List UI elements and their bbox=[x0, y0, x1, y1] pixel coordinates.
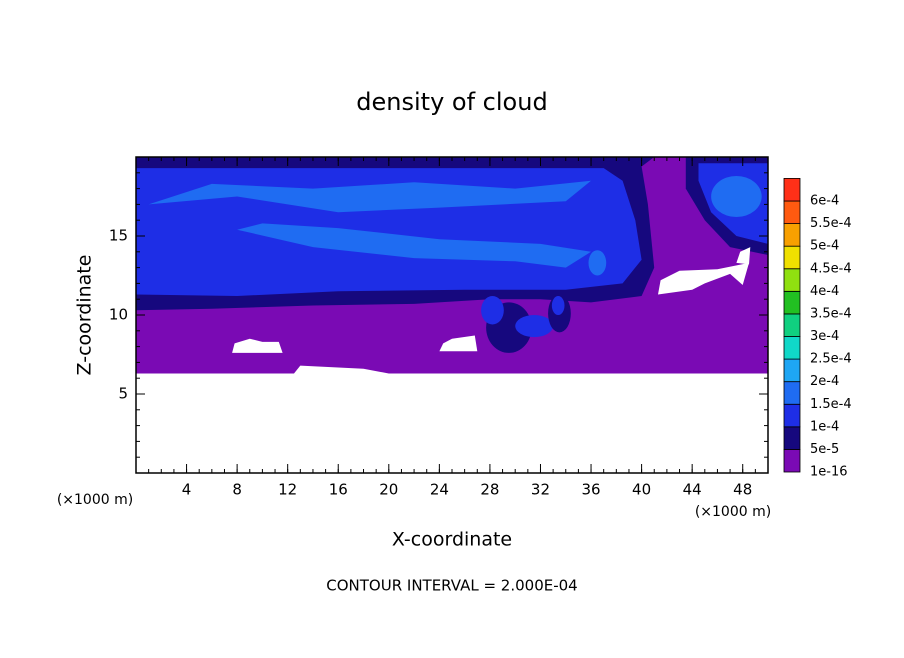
colorbar-box bbox=[783, 403, 801, 428]
colorbar-label: 1e-16 bbox=[810, 465, 848, 480]
colorbar-box bbox=[783, 336, 801, 360]
colorbar-box bbox=[783, 449, 801, 473]
colorbar-box bbox=[783, 268, 801, 292]
clear-region bbox=[439, 335, 478, 352]
colorbar-box bbox=[783, 426, 801, 450]
x-tick-label: 8 bbox=[232, 481, 242, 499]
x-unit: (×1000 m) bbox=[695, 504, 771, 520]
colorbar-label: 2e-4 bbox=[810, 374, 839, 389]
colorbar-box bbox=[783, 358, 801, 383]
contour-region bbox=[148, 180, 591, 213]
colorbar-box bbox=[783, 245, 801, 270]
clear-region bbox=[136, 373, 768, 473]
contour-region bbox=[551, 296, 565, 315]
colorbar-box bbox=[783, 200, 801, 224]
clear-region bbox=[658, 262, 749, 295]
colorbar-label: 6e-4 bbox=[810, 194, 839, 209]
colorbar-label: 1e-4 bbox=[810, 419, 839, 434]
colorbar-box bbox=[783, 313, 801, 337]
x-tick-label: 40 bbox=[632, 481, 651, 499]
colorbar-box bbox=[783, 290, 801, 315]
x-tick-label: 32 bbox=[531, 481, 550, 499]
colorbar-box bbox=[783, 178, 801, 202]
x-tick-label: 12 bbox=[278, 481, 297, 499]
chart-title: density of cloud bbox=[356, 88, 547, 116]
contour-field bbox=[136, 157, 768, 473]
colorbar-box bbox=[783, 381, 801, 405]
x-tick-label: 24 bbox=[430, 481, 449, 499]
colorbar-label: 5e-4 bbox=[810, 239, 839, 254]
x-tick-label: 48 bbox=[733, 481, 752, 499]
contour-region bbox=[711, 175, 762, 218]
y-axis-label: Z-coordinate bbox=[74, 255, 96, 376]
colorbar-label: 1.5e-4 bbox=[810, 397, 852, 412]
fills bbox=[136, 157, 768, 473]
y-tick-label: 10 bbox=[109, 306, 128, 324]
annotation: CONTOUR INTERVAL = 2.000E-04 bbox=[326, 577, 577, 595]
colorbar-label: 5.5e-4 bbox=[810, 216, 852, 231]
colorbar-label: 3e-4 bbox=[810, 329, 839, 344]
contour-region bbox=[588, 250, 607, 276]
colorbar-label: 2.5e-4 bbox=[810, 352, 852, 367]
clear-region bbox=[294, 365, 389, 374]
x-axis-label: X-coordinate bbox=[392, 529, 512, 551]
x-tick-label: 4 bbox=[182, 481, 192, 499]
y-unit: (×1000 m) bbox=[57, 492, 133, 508]
y-tick-label: 15 bbox=[109, 227, 128, 245]
contour-region bbox=[237, 223, 591, 268]
y-tick-label: 5 bbox=[118, 385, 128, 403]
colorbar-box bbox=[783, 223, 801, 247]
x-tick-label: 28 bbox=[480, 481, 499, 499]
x-tick-label: 20 bbox=[379, 481, 398, 499]
x-tick-label: 16 bbox=[329, 481, 348, 499]
colorbar-label: 4.5e-4 bbox=[810, 261, 852, 276]
colorbar-label: 3.5e-4 bbox=[810, 306, 852, 321]
contour-region bbox=[481, 296, 504, 325]
clear-region bbox=[232, 338, 283, 353]
colorbar-label: 4e-4 bbox=[810, 284, 839, 299]
x-tick-label: 44 bbox=[683, 481, 702, 499]
clear-region bbox=[736, 247, 751, 265]
contour-region bbox=[515, 315, 554, 338]
colorbar-label: 5e-5 bbox=[810, 442, 839, 457]
x-tick-label: 36 bbox=[581, 481, 600, 499]
